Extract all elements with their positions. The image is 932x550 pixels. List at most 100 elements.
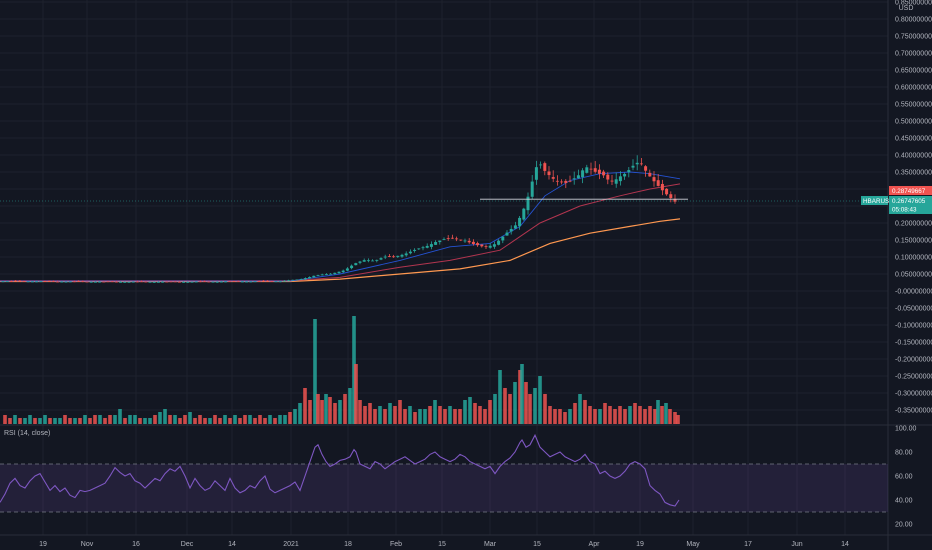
volume-bar [573, 403, 577, 424]
candle-body [350, 265, 354, 269]
volume-bar [198, 415, 202, 424]
volume-bar [338, 400, 342, 424]
candle-body [648, 172, 652, 177]
volume-bar [524, 382, 528, 424]
candle-body [383, 256, 387, 258]
volume-bar [598, 409, 602, 424]
candle-body [530, 181, 534, 197]
volume-bar [308, 400, 312, 424]
price-pane[interactable] [0, 155, 888, 283]
candle-body [22, 281, 26, 282]
candle-body [606, 174, 610, 180]
candle-body [623, 173, 627, 177]
candle-body [413, 249, 417, 251]
candle-body [249, 281, 253, 283]
volume-bar [248, 415, 252, 424]
candle-body [513, 225, 517, 229]
volume-bar [453, 409, 457, 424]
volume-bar [673, 412, 677, 424]
price-tick-label: 0.75000000 [895, 34, 932, 41]
candle-body [497, 240, 501, 245]
volume-bar [468, 397, 472, 424]
candle-body [194, 281, 198, 283]
price-axis[interactable]: 0.85000000 0.80000000 0.75000000 0.70000000… [861, 0, 932, 529]
candle-body [5, 281, 9, 283]
volume-bar [118, 409, 122, 424]
candle-body [39, 281, 43, 283]
ma-red-line [0, 183, 681, 282]
volume-bar [533, 388, 537, 424]
candle-body [568, 180, 572, 182]
volume-bar [293, 409, 297, 424]
volume-bar [263, 418, 267, 424]
volume-bar [78, 418, 82, 424]
volume-bar [238, 418, 242, 424]
candle-body [135, 281, 139, 283]
candle-body [236, 281, 240, 283]
candle-body [400, 254, 404, 257]
candle-body [526, 196, 530, 211]
volume-bar [538, 376, 542, 424]
candle-body [597, 169, 601, 174]
volume-bar [228, 418, 232, 424]
volume-bar [348, 388, 352, 424]
volume-bar [463, 400, 467, 424]
time-axis[interactable]: 19 Nov 16 Dec 14 2021 18 Feb 15 Mar 15 Apr 19 May 17 Ju… [39, 541, 849, 548]
upper-price-tag-text: 0.28749667 [892, 188, 926, 195]
candle-body [446, 238, 450, 239]
volume-bar [588, 406, 592, 424]
time-tick-label: Nov [81, 541, 94, 548]
price-tick-label: -0.25000000 [895, 374, 932, 381]
volume-bar [378, 406, 382, 424]
volume-bar [223, 415, 227, 424]
rsi-pane[interactable] [0, 433, 888, 513]
volume-bar [18, 418, 22, 424]
candle-body [501, 236, 505, 241]
volume-bar [668, 409, 672, 424]
candle-body [93, 281, 97, 283]
volume-bar [443, 409, 447, 424]
volume-bar [618, 406, 622, 424]
volume-bar [218, 418, 222, 424]
candle-body [144, 281, 148, 283]
candle-body [47, 280, 51, 282]
candle-body [635, 162, 639, 165]
candle-body [366, 260, 370, 262]
candle-body [291, 279, 295, 281]
candle-body [639, 163, 643, 165]
rsi-title: RSI (14, close) [4, 430, 50, 437]
candle-body [564, 180, 568, 183]
candle-body [375, 259, 379, 261]
volume-bar [173, 415, 177, 424]
volume-bar [208, 418, 212, 424]
volume-bar [243, 415, 247, 424]
volume-bar [363, 406, 367, 424]
volume-bar [253, 418, 257, 424]
price-tick-label: -0.30000000 [895, 391, 932, 398]
candle-body [253, 281, 257, 283]
candle-body [505, 232, 509, 236]
candle-body [18, 280, 22, 282]
candle-body [396, 255, 400, 257]
candle-body [161, 281, 165, 283]
candle-body [261, 280, 265, 282]
volume-bar [313, 319, 317, 424]
price-tick-label: 0.50000000 [895, 119, 932, 126]
candle-body [589, 168, 593, 170]
volume-bar [73, 418, 77, 424]
price-tick-label: 0.85000000 [895, 0, 932, 7]
volume-bar [163, 409, 167, 424]
price-tick-label: -0.20000000 [895, 357, 932, 364]
candle-body [665, 188, 669, 195]
volume-bar [58, 418, 62, 424]
volume-bar [233, 415, 237, 424]
volume-bar [643, 409, 647, 424]
volume-bar [303, 388, 307, 424]
time-tick-label: 16 [132, 541, 140, 548]
price-tick-label: 0.65000000 [895, 68, 932, 75]
rsi-tick-label: 100.00 [895, 426, 917, 433]
candle-body [77, 281, 81, 282]
volume-bar [258, 415, 262, 424]
candle-body [618, 176, 622, 182]
